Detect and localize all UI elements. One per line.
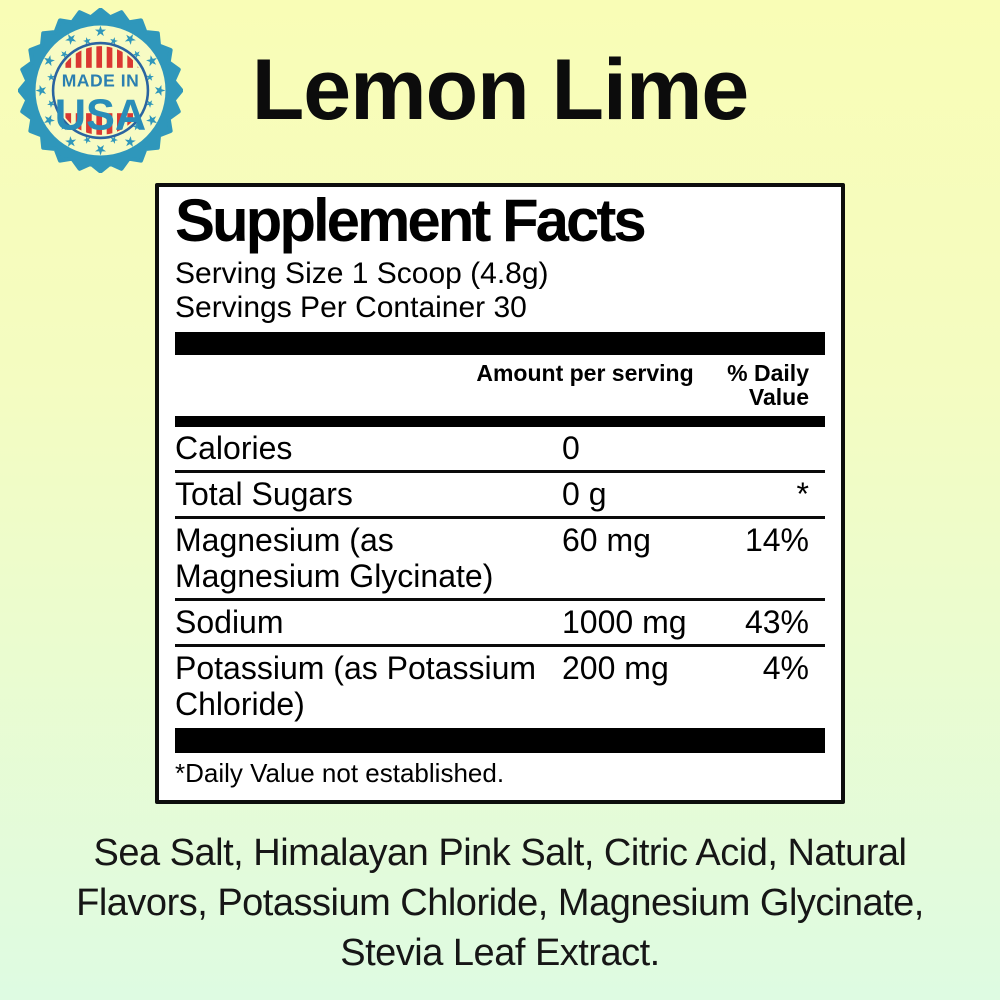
nutrient-label: Potassium (as Potassium Chloride) (175, 650, 537, 722)
nutrient-amount: 0 (562, 430, 580, 466)
ingredients-line: Stevia Leaf Extract. (340, 932, 660, 974)
separator-bar-bottom (175, 728, 825, 753)
column-header-row: Amount per serving % Daily Value (175, 355, 825, 416)
badge-usa-text: USA (55, 92, 146, 140)
nutrient-daily-value: 14% (744, 522, 809, 558)
nutrient-amount: 60 mg (562, 522, 651, 558)
made-in-usa-badge-icon: ★ ★★★★★★★★★★★ ★★★★★★★★★★★★ MADE IN USA (18, 8, 183, 173)
nutrient-daily-value: * (796, 476, 809, 512)
serving-size-line: Serving Size 1 Scoop (4.8g) (175, 257, 549, 290)
nutrient-row: Calories 0 (175, 427, 825, 470)
svg-text:★: ★ (94, 24, 107, 40)
supplement-facts-heading: Supplement Facts (175, 187, 647, 254)
nutrient-row: Potassium (as Potassium Chloride) 200 mg… (175, 644, 825, 726)
nutrient-row: Magnesium (as Magnesium Glycinate) 60 mg… (175, 516, 825, 598)
ingredients-line: Flavors, Potassium Chloride, Magnesium G… (76, 882, 924, 924)
nutrient-row: Sodium 1000 mg 43% (175, 598, 825, 644)
nutrient-rows: Calories 0 Total Sugars 0 g * Magnesium … (175, 427, 825, 726)
nutrient-amount: 1000 mg (562, 604, 687, 640)
servings-per-container-line: Servings Per Container 30 (175, 291, 527, 324)
nutrient-label: Sodium (175, 604, 284, 640)
nutrient-label: Calories (175, 430, 293, 466)
nutrient-row: Total Sugars 0 g * (175, 470, 825, 516)
separator-bar-top (175, 332, 825, 355)
nutrient-amount: 200 mg (562, 650, 669, 686)
nutrient-amount: 0 g (562, 476, 607, 512)
svg-text:★: ★ (151, 84, 167, 97)
daily-value-footnote: *Daily Value not established. (175, 758, 505, 788)
badge-inner-disc (35, 25, 166, 156)
svg-text:★: ★ (34, 84, 50, 97)
nutrient-daily-value: 43% (744, 604, 809, 640)
nutrient-label: Total Sugars (175, 476, 353, 512)
svg-text:★: ★ (94, 141, 107, 157)
nutrient-daily-value: 4% (762, 650, 809, 686)
ingredients-text: Sea Salt, Himalayan Pink Salt, Citric Ac… (0, 828, 1000, 978)
badge-ring (51, 41, 150, 140)
flavor-title: Lemon Lime (251, 42, 750, 138)
nutrient-label: Magnesium (as Magnesium Glycinate) (175, 522, 494, 594)
separator-bar-header (175, 416, 825, 427)
column-header-amount: Amount per serving (476, 360, 694, 386)
supplement-facts-panel: Supplement Facts Serving Size 1 Scoop (4… (155, 183, 845, 804)
ingredients-line: Sea Salt, Himalayan Pink Salt, Citric Ac… (93, 832, 907, 874)
badge-made-in-text: MADE IN (62, 70, 140, 90)
column-header-daily-value: % Daily Value (727, 360, 809, 410)
